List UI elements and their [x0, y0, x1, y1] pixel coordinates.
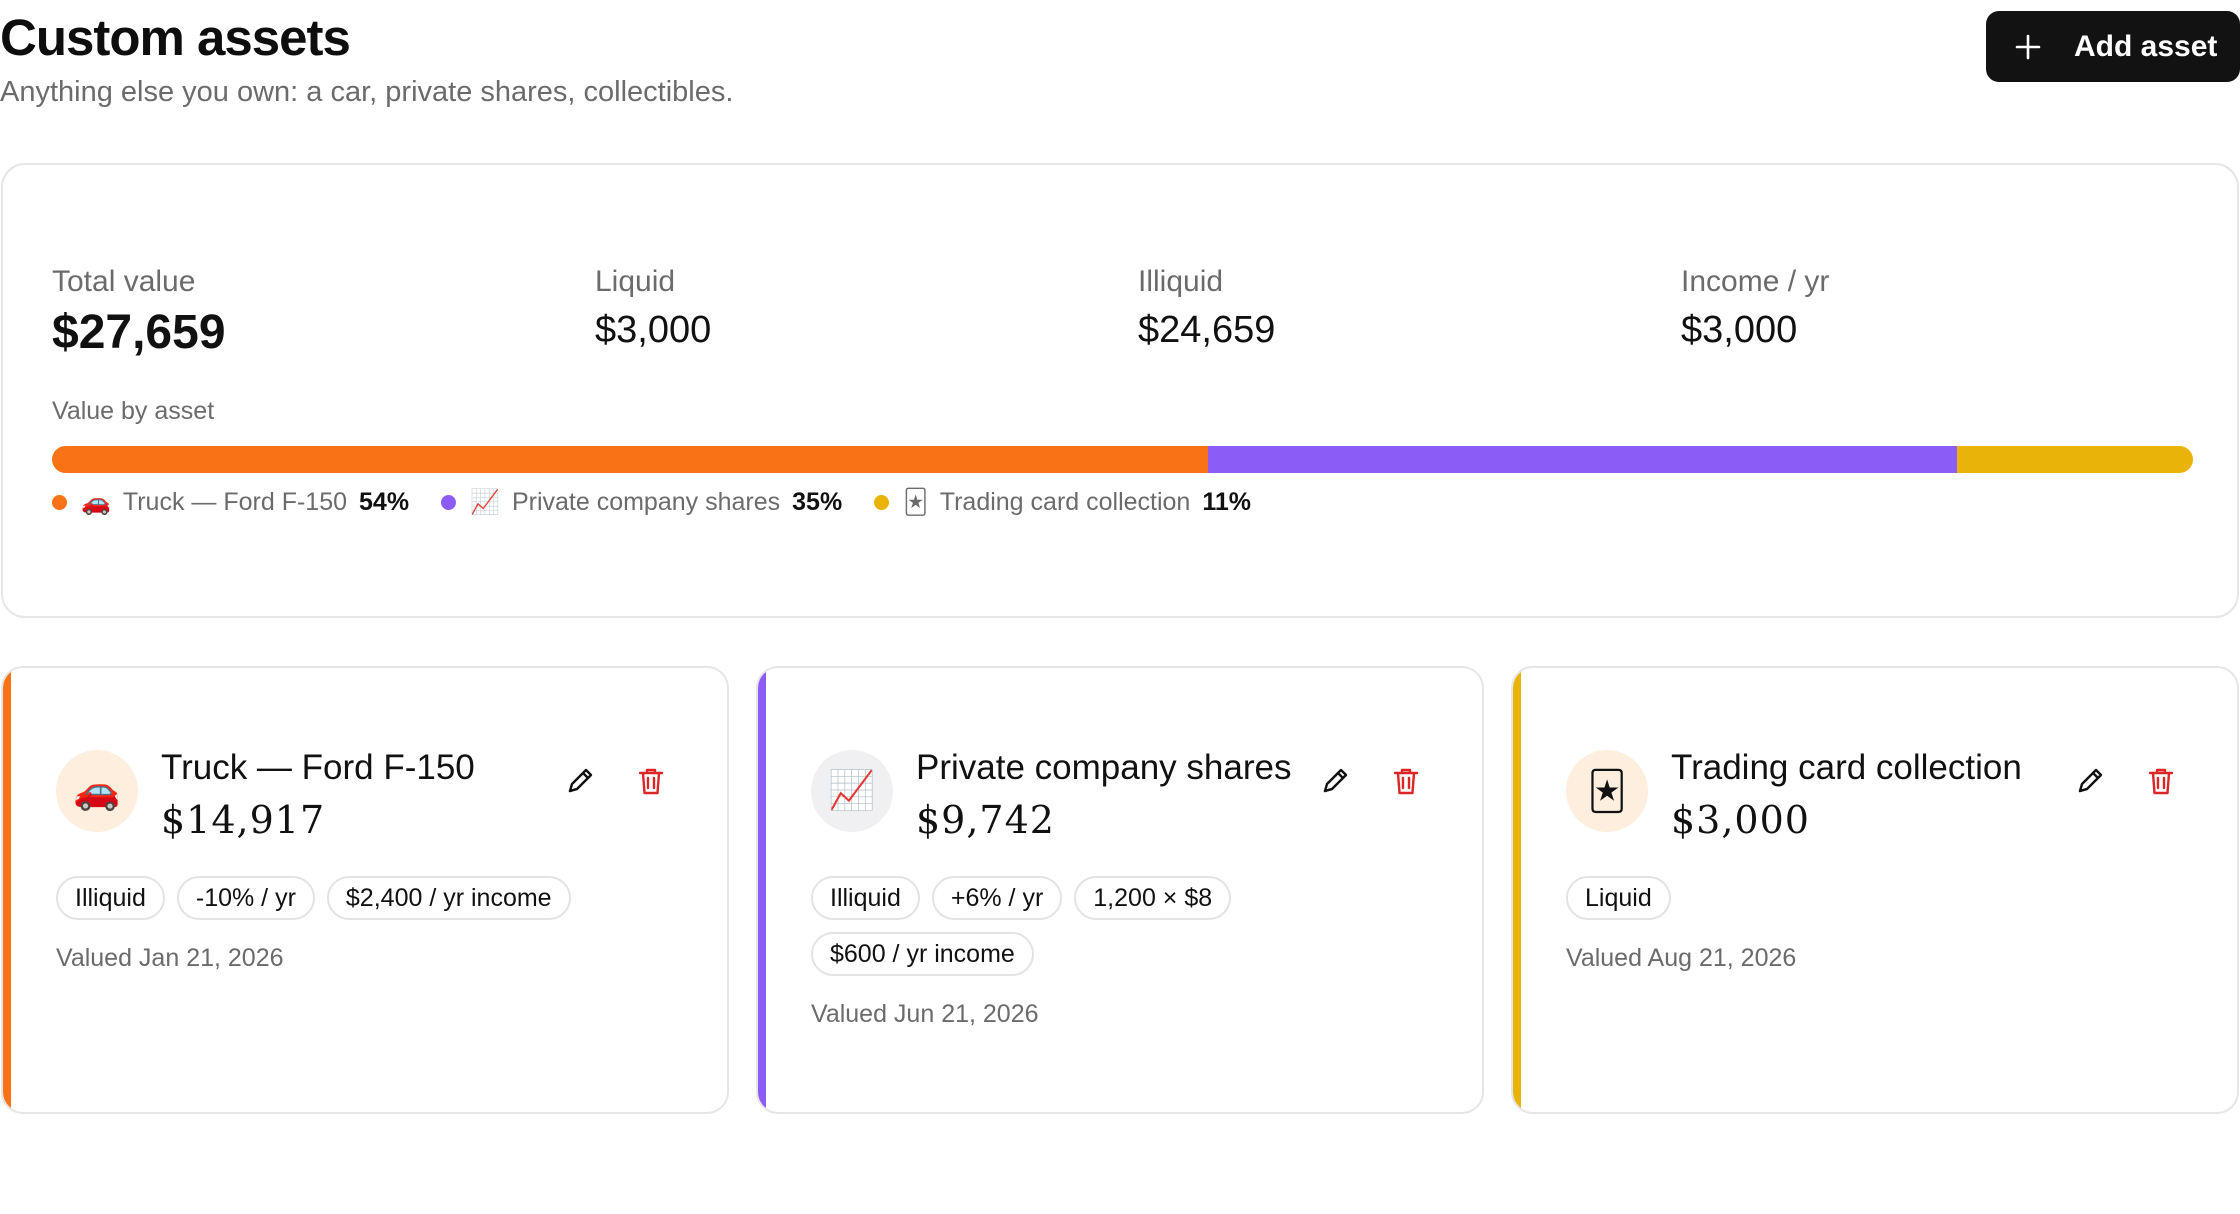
trash-icon — [2141, 768, 2181, 805]
liquid-value: $3,000 — [595, 309, 712, 351]
asset-value: $14,917 — [161, 798, 326, 842]
asset-tag: Illiquid — [56, 876, 165, 920]
add-asset-label: Add asset — [2074, 29, 2218, 63]
total-value-label: Total value — [52, 265, 196, 298]
legend-asset-percent: 11% — [1202, 488, 1252, 516]
legend-dot — [874, 495, 890, 510]
asset-accent-stripe — [1513, 668, 1521, 1112]
asset-accent-stripe — [758, 668, 766, 1112]
asset-name: Private company shares — [916, 748, 1292, 787]
legend-asset-name: Private company shares — [511, 488, 781, 516]
value-bar-segment — [52, 446, 1209, 473]
asset-accent-stripe — [3, 668, 11, 1112]
asset-tag: $600 / yr income — [811, 932, 1034, 976]
asset-value: $3,000 — [1671, 798, 1810, 842]
legend-dot — [441, 495, 457, 510]
illiquid-value: $24,659 — [1138, 309, 1276, 351]
legend-asset-percent: 54% — [359, 488, 410, 516]
legend-item: 🚗 Truck — Ford F-150 54% — [52, 488, 409, 517]
asset-tag: -10% / yr — [176, 876, 315, 920]
delete-button[interactable] — [1386, 761, 1426, 801]
asset-card: 🃏 Trading card collection $3,000 Liquid Valu… — [1511, 666, 2239, 1114]
edit-button[interactable] — [2070, 761, 2110, 801]
legend-asset-percent: 35% — [792, 488, 843, 516]
asset-tags: Illiquid -10% / yr $2,400 / yr income — [56, 876, 696, 920]
summary-card: Total value $27,659 Liquid $3,000 Illiqu… — [1, 163, 2239, 618]
asset-value: $9,742 — [916, 798, 1055, 842]
asset-valued-date: Valued Jun 21, 2026 — [811, 1000, 1039, 1028]
liquid-stat: Liquid $3,000 — [595, 265, 711, 352]
trash-icon — [631, 768, 671, 805]
legend-asset-icon: 🚗 — [81, 489, 111, 516]
page-title: Custom assets — [0, 9, 351, 66]
value-by-asset-legend: 🚗 Truck — Ford F-150 54% 📈 Private company s… — [52, 488, 1283, 517]
legend-asset-icon: 📈 — [470, 489, 500, 516]
asset-icon: 📈 — [811, 750, 893, 832]
add-asset-button[interactable]: Add asset — [1986, 11, 2240, 82]
asset-tags: Liquid — [1566, 876, 2206, 920]
income-stat: Income / yr $3,000 — [1681, 265, 1829, 352]
trash-icon — [1386, 768, 1426, 805]
asset-icon: 🚗 — [56, 750, 138, 832]
asset-tag: +6% / yr — [931, 876, 1063, 920]
asset-valued-date: Valued Jan 21, 2026 — [56, 944, 284, 972]
asset-name: Trading card collection — [1671, 748, 2022, 787]
asset-name: Truck — Ford F-150 — [161, 748, 475, 787]
asset-card: 🚗 Truck — Ford F-150 $14,917 Illiquid -10% /… — [1, 666, 729, 1114]
value-by-asset-title: Value by asset — [52, 397, 215, 425]
asset-tags: Illiquid +6% / yr 1,200 × $8 $600 / yr inco… — [811, 876, 1451, 976]
plus-icon — [2015, 34, 2041, 59]
asset-tag: 1,200 × $8 — [1074, 876, 1232, 920]
pencil-icon — [1315, 768, 1355, 805]
legend-asset-name: Truck — Ford F-150 — [122, 488, 348, 516]
income-value: $3,000 — [1681, 309, 1798, 351]
delete-button[interactable] — [2141, 761, 2181, 801]
value-by-asset-bar — [52, 446, 2193, 473]
legend-dot — [52, 495, 67, 510]
value-bar-segment — [1208, 446, 1958, 473]
liquid-label: Liquid — [595, 265, 676, 298]
asset-valued-date: Valued Aug 21, 2026 — [1566, 944, 1797, 972]
legend-asset-name: Trading card collection — [939, 488, 1191, 516]
delete-button[interactable] — [631, 761, 671, 801]
total-value: $27,659 — [52, 306, 226, 359]
edit-button[interactable] — [560, 761, 600, 801]
asset-tag: Liquid — [1566, 876, 1671, 920]
illiquid-stat: Illiquid $24,659 — [1138, 265, 1275, 352]
legend-item: 📈 Private company shares 35% — [441, 488, 842, 517]
page-subtitle: Anything else you own: a car, private sh… — [0, 76, 734, 108]
pencil-icon — [2070, 768, 2110, 805]
income-label: Income / yr — [1681, 265, 1830, 298]
asset-tag: Illiquid — [811, 876, 920, 920]
asset-card: 📈 Private company shares $9,742 Illiquid +6%… — [756, 666, 1484, 1114]
legend-asset-icon: 🃏 — [903, 489, 928, 516]
legend-item: 🃏 Trading card collection 11% — [874, 488, 1251, 517]
pencil-icon — [560, 768, 600, 805]
value-bar-segment — [1957, 446, 2193, 473]
edit-button[interactable] — [1315, 761, 1355, 801]
asset-icon: 🃏 — [1566, 750, 1648, 832]
total-value-stat: Total value $27,659 — [52, 265, 226, 360]
asset-tag: $2,400 / yr income — [326, 876, 571, 920]
illiquid-label: Illiquid — [1138, 265, 1224, 298]
